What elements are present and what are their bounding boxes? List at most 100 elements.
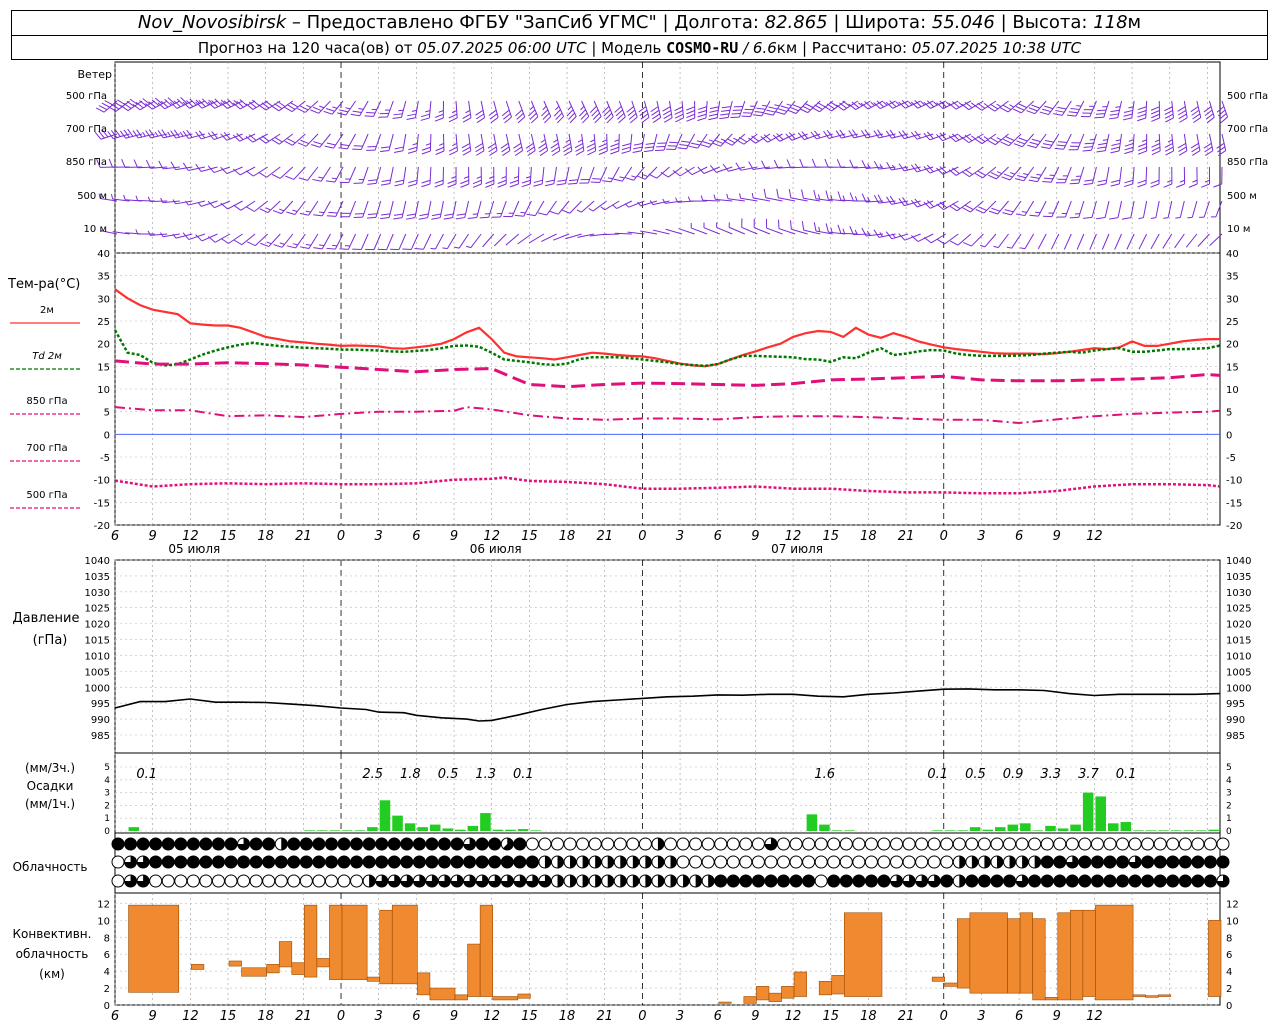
wind-barb-staff	[917, 233, 934, 243]
cloud-symbol	[1128, 874, 1142, 888]
wind-barb-staff	[1089, 233, 1097, 250]
wind-barb-staff	[455, 133, 458, 151]
wind-barb-staff	[828, 133, 846, 139]
wind-barb-feather	[577, 139, 583, 143]
cloud-symbol	[1191, 837, 1205, 851]
model-resolution-unit: км	[776, 39, 798, 57]
wind-barb	[195, 233, 218, 242]
cloud-symbol	[1053, 837, 1067, 851]
wind-barb-feather	[835, 104, 844, 111]
wind-barb-staff	[307, 166, 319, 181]
wind-barb-feather	[1021, 211, 1027, 213]
wind-barb-feather	[990, 137, 999, 143]
wind-barb	[435, 133, 445, 155]
wind-barb-feather	[556, 183, 566, 186]
hour-tick-label: 9	[450, 1009, 458, 1024]
wind-barb	[637, 200, 658, 207]
wind-barb-staff	[1150, 233, 1160, 250]
wind-barb-feather	[849, 192, 854, 202]
wind-barb-feather	[157, 102, 165, 110]
wind-barb	[987, 133, 1009, 146]
wind-barb	[600, 200, 620, 211]
wind-barb	[825, 223, 846, 235]
wind-barb-staff	[488, 200, 495, 218]
wind-barb-feather	[1015, 213, 1025, 217]
wind-barb-feather	[589, 139, 595, 143]
precip-bar	[455, 829, 466, 831]
wind-barb-feather	[220, 166, 228, 175]
wind-barb	[813, 222, 833, 235]
wind-barb-feather	[339, 248, 349, 250]
precip-3h-total: 2.5	[362, 767, 383, 782]
cloud-symbol	[324, 874, 338, 888]
cloud-symbol	[299, 855, 313, 869]
wind-barb-feather	[936, 238, 945, 245]
wind-barb-feather	[801, 221, 805, 231]
wind-barb-feather	[660, 171, 669, 178]
wind-barb	[1069, 166, 1085, 185]
wind-barb-feather	[926, 100, 935, 108]
wind-barb-feather	[195, 99, 201, 104]
wind-barb-feather	[962, 207, 971, 213]
cloud-symbol	[902, 874, 916, 888]
wind-barb	[172, 199, 193, 205]
wind-barb	[684, 166, 708, 176]
cloud-symbol	[563, 874, 577, 888]
wind-barb-feather	[873, 229, 880, 238]
cloud-symbol	[839, 837, 853, 851]
wind-barb-feather	[555, 105, 560, 111]
cloud-symbol-fill	[281, 838, 288, 850]
wind-barb-staff	[841, 133, 858, 139]
cloud-symbol-fill	[727, 875, 740, 887]
cloud-symbol-outline	[852, 855, 866, 869]
wind-barb-feather	[1057, 106, 1067, 110]
wind-barb-feather	[864, 129, 871, 138]
wind-barb	[824, 158, 846, 168]
wind-barb	[1174, 233, 1185, 249]
wind-barb-staff	[482, 233, 495, 248]
wind-barb-staff	[305, 133, 319, 147]
wind-barb-feather	[462, 150, 472, 156]
cloud-symbol-fill	[1091, 856, 1104, 868]
wind-barb-feather	[751, 135, 760, 142]
wind-barb-staff	[866, 133, 884, 139]
cloud-symbol-fill	[413, 875, 426, 888]
cloud-symbol-outline	[1003, 837, 1017, 851]
cloud-symbol-outline	[676, 855, 690, 869]
wind-barb-feather	[245, 170, 254, 177]
cloud-symbol-outline	[1065, 837, 1079, 851]
cloud-symbol-fill	[928, 875, 941, 888]
wind-barb-feather	[1036, 173, 1042, 176]
conv-cloud-bar	[1044, 997, 1059, 1001]
conv-cloud-bar	[417, 972, 431, 996]
cloud-symbol-outline	[1103, 837, 1117, 851]
cloud-symbol-fill	[425, 838, 438, 850]
wind-barb	[340, 200, 357, 218]
wind-barb-feather	[1137, 179, 1147, 184]
wind-barb	[284, 133, 306, 146]
cloud-symbol	[199, 874, 213, 888]
temp-tick-label-right: 15	[1226, 362, 1239, 373]
wind-barb	[873, 194, 896, 204]
cloud-symbol	[1203, 874, 1217, 888]
wind-barb-staff	[1024, 200, 1035, 216]
wind-barb-feather	[501, 109, 510, 117]
wind-barb	[961, 133, 984, 144]
cloud-symbol-outline	[337, 874, 351, 888]
pressure-tick-label-right: 1040	[1226, 556, 1251, 567]
cloud-symbol-fill	[174, 838, 187, 850]
hour-tick-label: 3	[977, 529, 985, 544]
wind-barb-feather	[602, 105, 610, 113]
wind-barb-staff	[983, 200, 997, 214]
wind-barb-feather	[1141, 139, 1147, 143]
wind-barb-staff	[970, 200, 984, 213]
hour-tick-label: 21	[596, 1009, 613, 1024]
temp-tick-label-right: -5	[1226, 453, 1236, 464]
wind-barb-staff	[320, 166, 331, 182]
cloud-symbol	[1028, 874, 1042, 888]
cloud-symbol-outline	[965, 837, 979, 851]
cloud-symbol-fill	[890, 875, 903, 888]
wind-barb-feather	[910, 235, 919, 242]
wind-barb-feather	[602, 139, 608, 143]
cloud-symbol-fill	[463, 875, 476, 888]
